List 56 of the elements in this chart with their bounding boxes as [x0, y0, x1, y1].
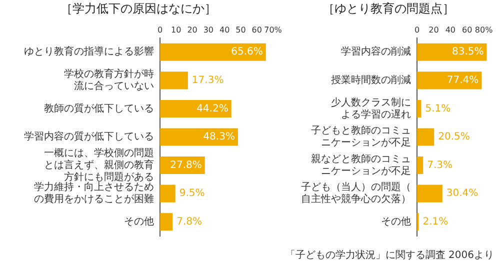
y-tick-label: 親などと教師のコミュニケーションが不足 [311, 152, 411, 177]
x-tick-label: 20 [187, 25, 198, 34]
x-tick-label: 10 [171, 25, 182, 34]
bar [160, 213, 173, 231]
y-tick-label: 教師の質が低下している [44, 102, 154, 114]
x-tick-label: 60 [252, 25, 262, 34]
y-tick-label: 子どもと教師のコミュニケーションが不足 [311, 124, 411, 149]
bar [417, 156, 424, 174]
bar [160, 128, 238, 146]
bar [417, 100, 422, 118]
bar [160, 72, 188, 90]
data-label: 65.6% [231, 46, 263, 58]
x-tick-label: 80% [474, 25, 494, 34]
data-label: 20.5% [438, 132, 470, 143]
text: 「子どもの学力状況」に関する調査 2006より [284, 248, 495, 262]
chart-title: ［学力低下の原因はなにか］ [60, 1, 216, 16]
y-tick-label: その他 [124, 215, 154, 228]
data-label: 30.4% [446, 188, 478, 200]
data-label: 44.2% [196, 103, 228, 114]
y-tick-label: 授業時間数の削減 [331, 74, 411, 86]
y-tick-label: 学習内容の削減 [341, 46, 411, 58]
x-tick-label: 40 [219, 25, 230, 34]
x-tick-label: 0 [157, 25, 163, 34]
data-label: 2.1% [422, 216, 448, 228]
bar [417, 43, 487, 61]
data-label: 7.3% [427, 160, 453, 171]
bar [160, 43, 266, 61]
x-tick-label: 0 [414, 25, 420, 34]
x-tick-label: 40 [445, 25, 456, 34]
y-tick-label: その他 [381, 215, 411, 228]
y-tick-label: ゆとり教育の指導による影響 [24, 46, 154, 58]
data-label: 17.3% [192, 75, 224, 86]
y-tick-label: 少人数クラス制による学習の遅れ [331, 96, 411, 120]
bar [417, 128, 434, 146]
data-label: 27.8% [170, 160, 202, 171]
data-label: 5.1% [425, 103, 451, 114]
data-label: 7.8% [176, 216, 202, 228]
x-tick-label: 70% [264, 25, 282, 34]
y-tick-label: 一概には、学校側の問題とは言えず、親側の教育方針にも問題がある [44, 146, 154, 183]
y-tick-label: 学力維持・向上させるための費用をかけることが困難 [34, 181, 154, 206]
bar [417, 72, 482, 90]
data-label: 77.4% [446, 75, 479, 86]
data-label: 48.3% [203, 132, 235, 143]
x-tick-label: 50 [236, 25, 246, 34]
bar [160, 100, 232, 118]
y-tick-label: 学習内容の質が低下している [24, 130, 154, 143]
x-tick-label: 30 [203, 25, 214, 34]
bar [160, 184, 176, 202]
chart-title: ［ゆとり教育の問題点］ [322, 1, 454, 16]
x-tick-label: 20 [428, 25, 439, 34]
bar [417, 184, 442, 202]
x-tick-label: 60 [462, 25, 472, 34]
y-tick-label: 子ども（当人）の問題（自主性や競争心の欠落） [301, 181, 411, 206]
y-tick-label: 学校の教育方針が時流に合っていない [64, 68, 154, 92]
data-label: 83.5% [452, 46, 484, 58]
data-label: 9.5% [179, 188, 205, 200]
